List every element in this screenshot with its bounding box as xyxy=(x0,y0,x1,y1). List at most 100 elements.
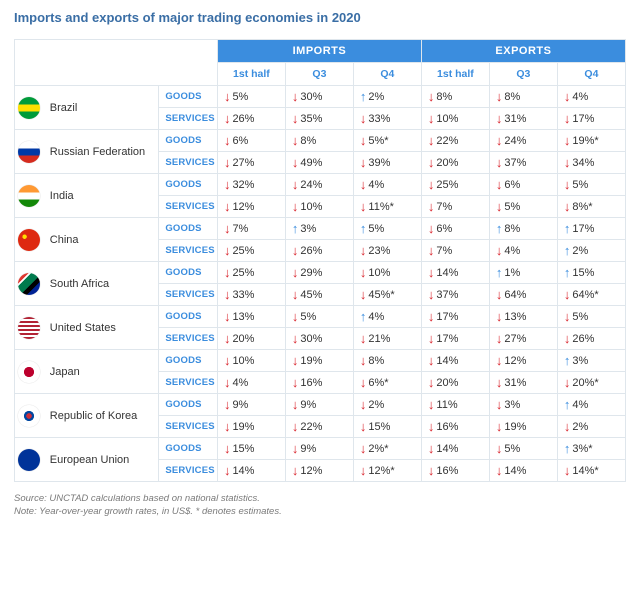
imports-header: IMPORTS xyxy=(217,40,421,63)
value-cell: ↓5% xyxy=(489,438,557,460)
arrow-down-icon: ↓ xyxy=(360,112,367,125)
table-row: Russian FederationGOODS↓6%↓8%↓5%*↓22%↓24… xyxy=(15,130,626,152)
source-label: Source: xyxy=(14,493,47,504)
arrow-down-icon: ↓ xyxy=(496,200,503,213)
value-cell: ↓2% xyxy=(557,416,625,438)
value-cell: ↓4% xyxy=(557,86,625,108)
flag-cell xyxy=(15,86,44,130)
arrow-up-icon: ↑ xyxy=(292,222,299,235)
arrow-down-icon: ↓ xyxy=(292,332,299,345)
value-cell: ↓31% xyxy=(489,372,557,394)
arrow-down-icon: ↓ xyxy=(360,420,367,433)
korea-flag-icon xyxy=(18,405,40,427)
arrow-down-icon: ↓ xyxy=(292,178,299,191)
value-cell: ↓14% xyxy=(421,350,489,372)
arrow-down-icon: ↓ xyxy=(360,178,367,191)
value-cell: ↑5% xyxy=(353,218,421,240)
arrow-down-icon: ↓ xyxy=(496,464,503,477)
arrow-up-icon: ↑ xyxy=(360,310,367,323)
value-cell: ↓14%* xyxy=(557,460,625,482)
arrow-down-icon: ↓ xyxy=(224,354,231,367)
arrow-down-icon: ↓ xyxy=(564,420,571,433)
arrow-up-icon: ↑ xyxy=(564,244,571,257)
arrow-up-icon: ↑ xyxy=(564,442,571,455)
value-cell: ↑1% xyxy=(489,262,557,284)
value-cell: ↓24% xyxy=(489,130,557,152)
arrow-down-icon: ↓ xyxy=(428,420,435,433)
period-q3-imp: Q3 xyxy=(285,63,353,86)
value-cell: ↓23% xyxy=(353,240,421,262)
trade-table-figure: Imports and exports of major trading eco… xyxy=(0,0,640,537)
value-cell: ↓37% xyxy=(489,152,557,174)
arrow-down-icon: ↓ xyxy=(224,156,231,169)
header-blank xyxy=(15,40,218,63)
russia-flag-icon xyxy=(18,141,40,163)
arrow-down-icon: ↓ xyxy=(224,244,231,257)
value-cell: ↓49% xyxy=(285,152,353,174)
value-cell: ↓45%* xyxy=(353,284,421,306)
value-cell: ↓12% xyxy=(285,460,353,482)
row-type-goods: GOODS xyxy=(159,86,218,108)
value-cell: ↓26% xyxy=(217,108,285,130)
arrow-down-icon: ↓ xyxy=(496,398,503,411)
row-type-services: SERVICES xyxy=(159,460,218,482)
value-cell: ↓11% xyxy=(421,394,489,416)
period-q3-exp: Q3 xyxy=(489,63,557,86)
value-cell: ↓10% xyxy=(421,108,489,130)
row-type-goods: GOODS xyxy=(159,174,218,196)
arrow-down-icon: ↓ xyxy=(496,420,503,433)
note-label: Note: xyxy=(14,506,37,517)
arrow-down-icon: ↓ xyxy=(428,222,435,235)
arrow-down-icon: ↓ xyxy=(224,134,231,147)
arrow-down-icon: ↓ xyxy=(428,288,435,301)
value-cell: ↓64% xyxy=(489,284,557,306)
arrow-down-icon: ↓ xyxy=(360,134,367,147)
value-cell: ↓45% xyxy=(285,284,353,306)
row-type-services: SERVICES xyxy=(159,416,218,438)
arrow-up-icon: ↑ xyxy=(564,398,571,411)
value-cell: ↓7% xyxy=(421,240,489,262)
brazil-flag-icon xyxy=(18,97,40,119)
arrow-down-icon: ↓ xyxy=(224,288,231,301)
value-cell: ↓16% xyxy=(421,460,489,482)
country-name: Republic of Korea xyxy=(44,394,159,438)
arrow-down-icon: ↓ xyxy=(496,442,503,455)
value-cell: ↓6% xyxy=(421,218,489,240)
row-type-services: SERVICES xyxy=(159,328,218,350)
arrow-down-icon: ↓ xyxy=(496,156,503,169)
arrow-down-icon: ↓ xyxy=(360,266,367,279)
arrow-down-icon: ↓ xyxy=(428,178,435,191)
value-cell: ↓10% xyxy=(217,350,285,372)
arrow-down-icon: ↓ xyxy=(292,464,299,477)
value-cell: ↓6% xyxy=(489,174,557,196)
arrow-down-icon: ↓ xyxy=(428,134,435,147)
row-type-services: SERVICES xyxy=(159,196,218,218)
value-cell: ↓17% xyxy=(557,108,625,130)
south_africa-flag-icon xyxy=(18,273,40,295)
arrow-down-icon: ↓ xyxy=(564,310,571,323)
country-name: South Africa xyxy=(44,262,159,306)
arrow-down-icon: ↓ xyxy=(292,112,299,125)
arrow-down-icon: ↓ xyxy=(428,244,435,257)
value-cell: ↓31% xyxy=(489,108,557,130)
flag-cell xyxy=(15,130,44,174)
country-name: Japan xyxy=(44,350,159,394)
value-cell: ↓20%* xyxy=(557,372,625,394)
table-row: JapanGOODS↓10%↓19%↓8%↓14%↓12%↑3% xyxy=(15,350,626,372)
value-cell: ↓19% xyxy=(285,350,353,372)
value-cell: ↓32% xyxy=(217,174,285,196)
arrow-down-icon: ↓ xyxy=(224,464,231,477)
row-type-services: SERVICES xyxy=(159,240,218,262)
arrow-down-icon: ↓ xyxy=(360,288,367,301)
value-cell: ↑3% xyxy=(557,350,625,372)
arrow-down-icon: ↓ xyxy=(224,332,231,345)
arrow-down-icon: ↓ xyxy=(428,354,435,367)
arrow-down-icon: ↓ xyxy=(360,354,367,367)
arrow-up-icon: ↑ xyxy=(360,90,367,103)
value-cell: ↓5% xyxy=(489,196,557,218)
value-cell: ↓33% xyxy=(217,284,285,306)
row-type-goods: GOODS xyxy=(159,262,218,284)
value-cell: ↓15% xyxy=(353,416,421,438)
arrow-down-icon: ↓ xyxy=(360,442,367,455)
arrow-down-icon: ↓ xyxy=(292,200,299,213)
